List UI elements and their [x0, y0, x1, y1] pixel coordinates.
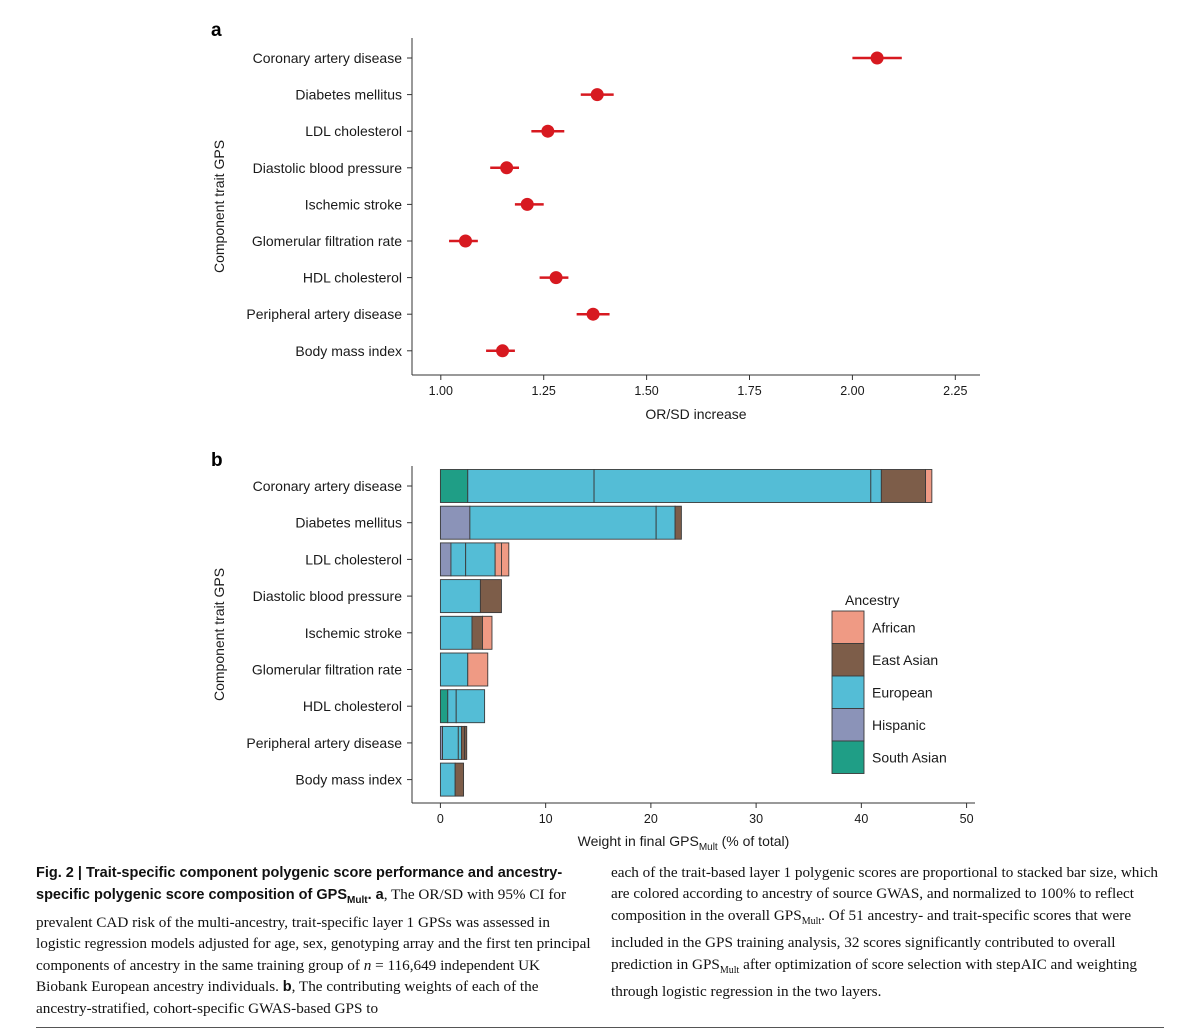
point-diastolic-blood-pressure — [500, 161, 514, 175]
bar-segment-hdl-cholesterol-european — [447, 689, 457, 724]
caption-title: Fig. 2 | Trait-specific component polyge… — [36, 865, 563, 907]
figure-canvas: a 1.00 1.25 1.50 1.75 2.00 2.25 Coronary arter… — [211, 20, 980, 853]
caption-text-b: , The contributing weights of each of th… — [36, 977, 539, 1018]
category-label-peripheral-artery-disease: Peripheral artery disease — [246, 306, 402, 322]
panel-a-letter: a — [211, 20, 222, 41]
ancestry-legend: Ancestry African East Asian European Hispani… — [831, 592, 947, 774]
legend-label-european: European — [872, 684, 933, 700]
panel-b-letter: b — [211, 450, 223, 471]
x-tick-label: 1.75 — [737, 384, 761, 398]
bar-segment-coronary-artery-disease-south-asian — [439, 469, 469, 503]
category-label-ldl-cholesterol: LDL cholesterol — [305, 551, 402, 567]
point-body-mass-index — [496, 344, 510, 358]
x-tick-label: 10 — [539, 812, 553, 826]
point-ldl-cholesterol — [541, 124, 555, 138]
category-label-diabetes-mellitus: Diabetes mellitus — [295, 87, 402, 103]
category-label-glomerular-filtration-rate: Glomerular filtration rate — [252, 233, 402, 249]
bar-segment-peripheral-artery-disease-european — [442, 725, 459, 760]
panel-b-stacked-bars: 0 10 20 30 40 50 Coronary artery disease Diabet… — [211, 466, 975, 853]
y-axis-title: Component trait GPS — [211, 568, 227, 701]
bar-segment-ldl-cholesterol-african — [500, 542, 510, 577]
x-tick-label: 2.25 — [943, 384, 967, 398]
x-tick-label: 1.50 — [634, 384, 658, 398]
bar-segment-diastolic-blood-pressure-east-asian — [479, 579, 502, 614]
legend-swatch-hispanic — [831, 708, 865, 742]
bar-segment-ldl-cholesterol-european — [450, 542, 467, 577]
bar-segment-ischemic-stroke-east-asian — [471, 615, 483, 650]
bar-segment-ldl-cholesterol-european — [465, 542, 496, 577]
point-hdl-cholesterol — [549, 271, 563, 285]
category-label-diastolic-blood-pressure: Diastolic blood pressure — [253, 588, 403, 604]
category-label-ldl-cholesterol: LDL cholesterol — [305, 123, 402, 139]
category-label-ischemic-stroke: Ischemic stroke — [305, 625, 402, 641]
figure-caption-right: each of the trait-based layer 1 polygeni… — [611, 864, 1158, 1001]
x-axis-title: Weight in final GPSMult (% of total) — [578, 833, 790, 853]
bar-segment-body-mass-index-east-asian — [454, 762, 465, 797]
category-label-ischemic-stroke: Ischemic stroke — [305, 196, 402, 212]
point-glomerular-filtration-rate — [459, 234, 473, 248]
x-tick-label: 1.00 — [429, 384, 453, 398]
bar-segment-diabetes-mellitus-hispanic — [439, 505, 471, 540]
x-tick-label: 1.25 — [532, 384, 556, 398]
category-label-coronary-artery-disease: Coronary artery disease — [253, 478, 403, 494]
category-label-body-mass-index: Body mass index — [295, 772, 402, 788]
legend-swatch-east-asian — [831, 643, 865, 677]
bar-segment-ischemic-stroke-european — [439, 615, 473, 650]
bottom-rule — [36, 1027, 1164, 1028]
legend-swatch-european — [831, 675, 865, 709]
bar-segment-ldl-cholesterol-hispanic — [439, 542, 452, 577]
point-diabetes-mellitus — [590, 88, 604, 102]
legend-label-south-asian: South Asian — [872, 749, 947, 765]
panel-a-forest-plot: 1.00 1.25 1.50 1.75 2.00 2.25 Coronary artery … — [211, 38, 980, 422]
legend-label-hispanic: Hispanic — [872, 717, 926, 733]
bar-segment-ischemic-stroke-african — [482, 615, 493, 650]
category-label-hdl-cholesterol: HDL cholesterol — [303, 698, 402, 714]
category-label-coronary-artery-disease: Coronary artery disease — [253, 50, 403, 66]
bar-segment-coronary-artery-disease-east-asian — [880, 469, 926, 503]
x-tick-label: 30 — [749, 812, 763, 826]
bar-segment-hdl-cholesterol-south-asian — [439, 689, 449, 724]
legend-label-east-asian: East Asian — [872, 652, 938, 668]
category-label-glomerular-filtration-rate: Glomerular filtration rate — [252, 662, 402, 678]
bar-segment-coronary-artery-disease-european — [467, 469, 595, 503]
x-tick-label: 20 — [644, 812, 658, 826]
bar-segment-coronary-artery-disease-european — [593, 469, 872, 503]
y-axis-title: Component trait GPS — [211, 140, 227, 273]
legend-swatch-african — [831, 610, 865, 644]
legend-swatch-south-asian — [831, 740, 865, 774]
point-peripheral-artery-disease — [586, 307, 600, 321]
bar-segment-diabetes-mellitus-european — [655, 505, 676, 540]
legend-title: Ancestry — [845, 592, 899, 608]
bar-segment-coronary-artery-disease-european — [870, 469, 882, 503]
bar-segment-ldl-cholesterol-african — [494, 542, 502, 577]
bar-segment-diastolic-blood-pressure-european — [439, 579, 481, 614]
legend-label-african: African — [872, 619, 916, 635]
point-coronary-artery-disease — [870, 51, 884, 65]
point-ischemic-stroke — [520, 197, 534, 211]
category-label-peripheral-artery-disease: Peripheral artery disease — [246, 735, 402, 751]
bar-segment-body-mass-index-european — [439, 762, 456, 797]
category-label-diabetes-mellitus: Diabetes mellitus — [295, 515, 402, 531]
bar-segment-peripheral-artery-disease-east-asian — [464, 725, 468, 760]
bar-segment-coronary-artery-disease-african — [925, 469, 933, 503]
x-tick-label: 2.00 — [840, 384, 864, 398]
category-label-hdl-cholesterol: HDL cholesterol — [303, 270, 402, 286]
bar-segment-diabetes-mellitus-east-asian — [674, 505, 682, 540]
figure-caption-left: Fig. 2 | Trait-specific component polyge… — [36, 865, 591, 1018]
x-tick-label: 0 — [437, 812, 444, 826]
bar-segment-hdl-cholesterol-european — [455, 689, 486, 724]
category-label-diastolic-blood-pressure: Diastolic blood pressure — [253, 160, 403, 176]
caption-text-a: , The OR/SD with 95% CI for prevalent CA… — [36, 886, 591, 974]
bar-segment-diabetes-mellitus-european — [469, 505, 657, 540]
x-tick-label: 50 — [960, 812, 974, 826]
category-label-body-mass-index: Body mass index — [295, 343, 402, 359]
x-tick-label: 40 — [854, 812, 868, 826]
bar-segment-glomerular-filtration-rate-european — [439, 652, 469, 687]
bar-segment-glomerular-filtration-rate-african — [467, 652, 489, 687]
bar-segment-peripheral-artery-disease-european — [457, 725, 462, 760]
bar-segment-peripheral-artery-disease-east-asian — [461, 725, 466, 760]
x-axis-title: OR/SD increase — [645, 406, 746, 422]
